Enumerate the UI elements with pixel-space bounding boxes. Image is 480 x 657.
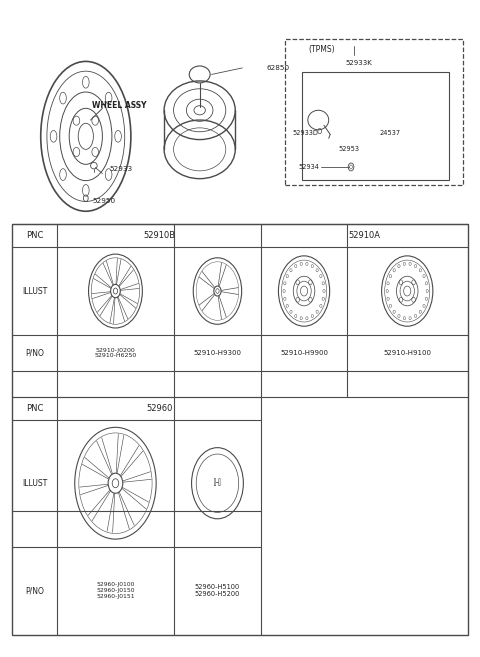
Text: 52960: 52960 — [146, 404, 172, 413]
Text: 52910-H9100: 52910-H9100 — [383, 350, 431, 356]
Text: 52953: 52953 — [338, 147, 360, 152]
Text: PNC: PNC — [26, 404, 44, 413]
Text: (TPMS): (TPMS) — [309, 45, 336, 54]
Text: 52910-J0200
52910-H6250: 52910-J0200 52910-H6250 — [95, 348, 137, 358]
Text: P/NO: P/NO — [25, 348, 44, 357]
Text: ILLUST: ILLUST — [22, 479, 48, 487]
Text: 52933: 52933 — [109, 166, 132, 172]
Text: WHEEL ASSY: WHEEL ASSY — [92, 101, 146, 110]
Text: ILLUST: ILLUST — [22, 286, 48, 296]
Bar — [285, 39, 463, 185]
Text: 52910-H9300: 52910-H9300 — [193, 350, 241, 356]
Text: 52950: 52950 — [93, 198, 116, 204]
Text: 24537: 24537 — [380, 130, 401, 136]
Text: 52933D: 52933D — [292, 130, 318, 136]
Text: 52933K: 52933K — [345, 60, 372, 66]
Text: 52910A: 52910A — [348, 231, 381, 240]
Text: ℍ: ℍ — [213, 478, 222, 488]
Text: 52910B: 52910B — [144, 231, 175, 240]
Text: 52960-J0100
52960-J0150
52960-J0151: 52960-J0100 52960-J0150 52960-J0151 — [96, 582, 135, 599]
Text: 52934: 52934 — [299, 164, 320, 170]
Bar — [12, 224, 468, 635]
Text: 62850: 62850 — [266, 65, 289, 71]
Bar — [301, 72, 449, 180]
Text: PNC: PNC — [26, 231, 44, 240]
Text: 52960-H5100
52960-H5200: 52960-H5100 52960-H5200 — [195, 584, 240, 597]
Text: 52910-H9900: 52910-H9900 — [280, 350, 328, 356]
Text: P/NO: P/NO — [25, 586, 44, 595]
